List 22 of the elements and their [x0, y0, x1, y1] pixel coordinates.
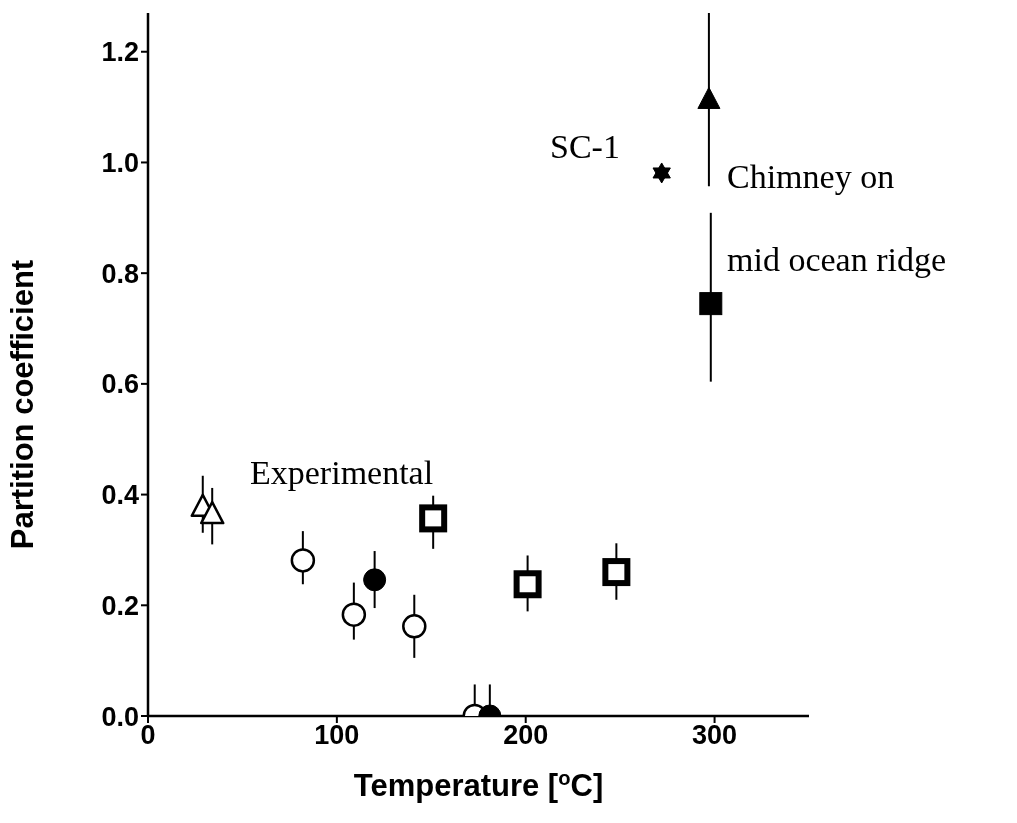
annotation: Chimney on — [727, 158, 895, 196]
point — [419, 504, 448, 533]
y-tick-label: 0.8 — [101, 258, 139, 289]
y-tick-label: 1.0 — [101, 148, 139, 179]
x-tick-label: 200 — [503, 720, 549, 751]
point — [602, 558, 631, 587]
y-tick-label: 0.0 — [101, 701, 139, 732]
point — [513, 570, 542, 599]
x-tick-label: 300 — [692, 720, 738, 751]
y-axis-title: Partition coefficient — [5, 259, 40, 550]
x-axis-title: Temperature [$^{o}$C] — [353, 767, 604, 803]
y-tick-label: 0.4 — [101, 480, 139, 511]
annotation: SC-1 — [550, 128, 620, 166]
point — [699, 292, 723, 316]
y-tick-label: 0.6 — [101, 369, 139, 400]
point — [363, 568, 387, 592]
x-tick-label: 0 — [140, 720, 156, 751]
y-tick-label: 1.2 — [101, 37, 139, 68]
annotation: Experimental — [250, 454, 434, 492]
y-tick-label: 0.2 — [101, 590, 139, 621]
x-tick-label: 100 — [314, 720, 360, 751]
annotation: mid ocean ridge — [727, 241, 947, 279]
